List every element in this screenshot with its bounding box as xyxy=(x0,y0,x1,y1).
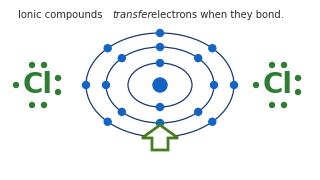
Text: Cl: Cl xyxy=(23,71,53,99)
Text: Cl: Cl xyxy=(263,71,293,99)
Polygon shape xyxy=(142,125,178,150)
Circle shape xyxy=(83,82,90,89)
Circle shape xyxy=(13,82,19,87)
Circle shape xyxy=(295,75,300,80)
Circle shape xyxy=(29,62,35,68)
Circle shape xyxy=(102,82,109,89)
Circle shape xyxy=(156,30,164,37)
Circle shape xyxy=(156,44,164,51)
Text: Ionic compounds: Ionic compounds xyxy=(18,10,106,20)
Circle shape xyxy=(269,62,275,68)
Circle shape xyxy=(230,82,237,89)
Text: electrons when they bond.: electrons when they bond. xyxy=(148,10,284,20)
Circle shape xyxy=(55,89,60,94)
Circle shape xyxy=(118,55,125,62)
Circle shape xyxy=(156,103,164,111)
Circle shape xyxy=(104,45,111,52)
Circle shape xyxy=(195,55,202,62)
Circle shape xyxy=(104,118,111,125)
Circle shape xyxy=(209,118,216,125)
Text: transfer: transfer xyxy=(112,10,151,20)
Circle shape xyxy=(118,108,125,115)
Circle shape xyxy=(195,108,202,115)
Circle shape xyxy=(211,82,218,89)
Circle shape xyxy=(42,62,46,68)
Circle shape xyxy=(209,45,216,52)
Circle shape xyxy=(156,134,164,141)
Circle shape xyxy=(282,62,286,68)
Circle shape xyxy=(253,82,259,87)
Circle shape xyxy=(42,102,46,107)
Circle shape xyxy=(156,120,164,127)
Circle shape xyxy=(269,102,275,107)
Circle shape xyxy=(282,102,286,107)
Circle shape xyxy=(55,75,60,80)
Circle shape xyxy=(295,89,300,94)
Circle shape xyxy=(153,78,167,92)
Circle shape xyxy=(29,102,35,107)
Circle shape xyxy=(156,60,164,66)
